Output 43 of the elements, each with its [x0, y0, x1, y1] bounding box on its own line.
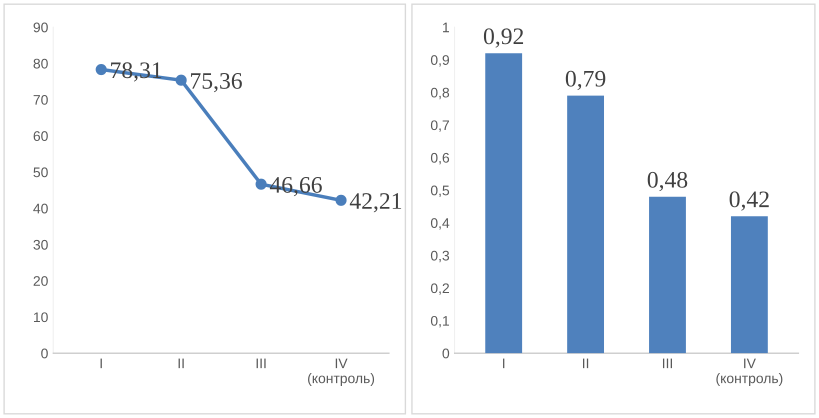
y-tick-label: 0,2: [430, 283, 449, 295]
y-tick-label: 10: [34, 312, 48, 322]
x-tick-label: IV (контроль): [716, 358, 782, 386]
point: [176, 74, 187, 86]
data-label: 0,92: [484, 28, 524, 48]
x-tick-label: II: [178, 358, 184, 368]
y-tick-label: 0,5: [430, 186, 450, 197]
x-tick-label: IV (контроль): [308, 358, 374, 386]
data-label: 0,48: [648, 172, 688, 192]
x-tick-label: III: [256, 358, 266, 368]
data-label: 75,36: [191, 73, 242, 92]
y-tick-label: 0: [41, 348, 48, 358]
y-tick-label: 90: [34, 22, 48, 32]
y-tick-label: 20: [34, 276, 48, 286]
bar: [730, 216, 768, 354]
data-label: 42,21: [350, 193, 402, 212]
x-tick-label: I: [100, 358, 102, 368]
y-tick-label: 70: [34, 94, 48, 105]
y-tick-label: 1: [443, 22, 450, 32]
point: [96, 64, 107, 76]
data-label: 0,42: [730, 191, 769, 211]
y-tick-label: 0,4: [430, 218, 450, 230]
y-tick-label: 50: [33, 167, 48, 178]
y-tick-label: 80: [34, 58, 48, 69]
bar: [485, 53, 522, 354]
y-tick-label: 40: [33, 204, 48, 214]
y-tick-label: 0,8: [430, 88, 450, 100]
y-tick-label: 0,3: [430, 250, 450, 262]
bar: [649, 196, 686, 354]
y-tick-label: 60: [34, 131, 48, 142]
y-tick-label: 0: [442, 348, 450, 358]
point: [336, 194, 347, 206]
x-tick-label: II: [583, 358, 588, 368]
x-tick-label: I: [503, 358, 504, 368]
y-tick-label: 0,9: [430, 55, 450, 67]
point: [256, 178, 267, 190]
y-tick-label: 0,7: [430, 120, 449, 132]
y-tick-label: 0,6: [430, 152, 450, 164]
y-tick-label: 0,1: [430, 316, 450, 328]
y-tick-label: 30: [33, 240, 48, 250]
x-tick-label: III: [662, 358, 672, 368]
bar: [567, 96, 604, 354]
data-label: 0,79: [566, 70, 606, 90]
